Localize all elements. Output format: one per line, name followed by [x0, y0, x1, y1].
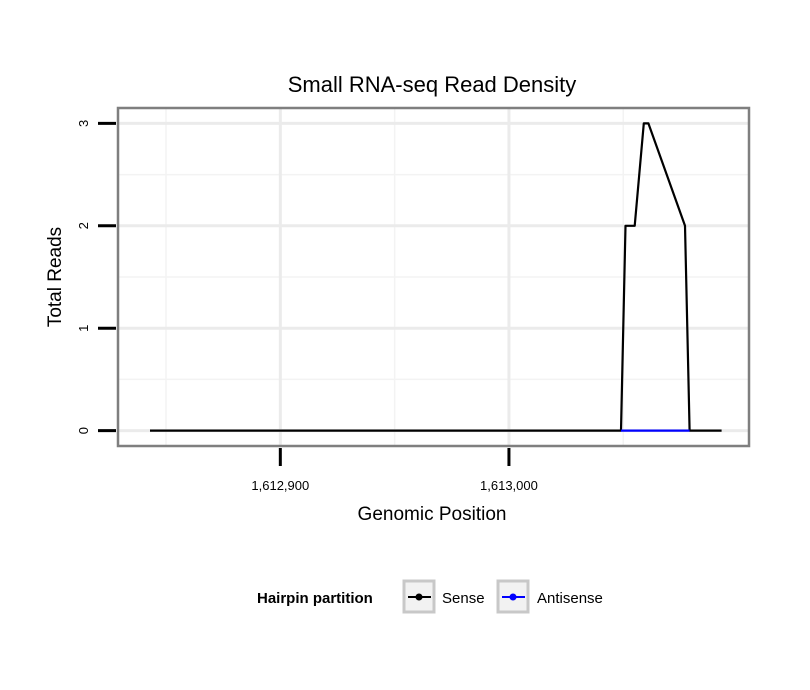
x-tick-label: 1,612,900: [251, 478, 309, 493]
y-axis-title: Total Reads: [45, 227, 66, 327]
legend-item-antisense: Antisense: [496, 579, 603, 614]
x-axis-title: Genomic Position: [358, 504, 507, 525]
series-line-sense: [150, 122, 722, 432]
y-tick-label: 3: [76, 120, 91, 127]
y-axis: 0 1 2 3: [76, 120, 116, 434]
legend-title: Hairpin partition: [257, 590, 373, 607]
legend: Hairpin partition Sense Antisense: [257, 579, 603, 614]
grid: [118, 108, 749, 446]
y-tick-label: 1: [76, 325, 91, 332]
legend-item-sense: Sense: [402, 579, 485, 614]
y-tick-label: 0: [76, 427, 91, 434]
series-layer: [150, 122, 722, 432]
chart-title: Small RNA-seq Read Density: [288, 72, 577, 97]
legend-dot-sense: [415, 593, 423, 601]
x-tick-label: 1,613,000: [480, 478, 538, 493]
plot-panel-border: [116, 106, 751, 448]
legend-dot-antisense: [509, 593, 517, 601]
legend-label-sense: Sense: [442, 590, 485, 607]
x-axis: 1,612,900 1,613,000: [251, 448, 538, 493]
y-tick-label: 2: [76, 222, 91, 229]
legend-label-antisense: Antisense: [537, 590, 603, 607]
